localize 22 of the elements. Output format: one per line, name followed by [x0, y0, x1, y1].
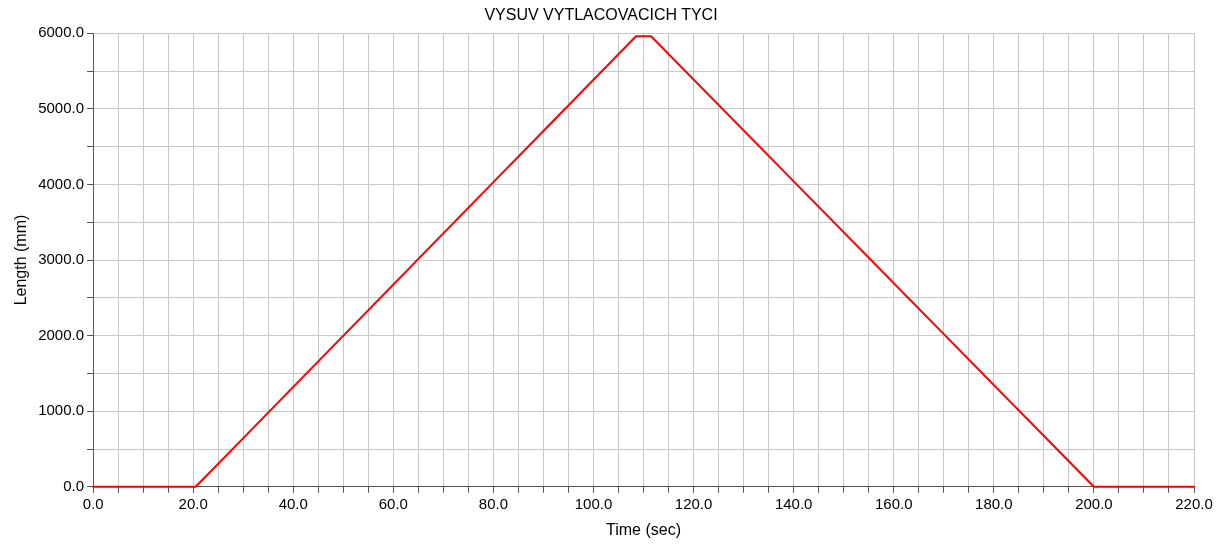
- y-tick-label: 6000.0: [38, 23, 85, 41]
- x-tick-label: 220.0: [1175, 494, 1213, 512]
- x-tick-label: 40.0: [278, 494, 308, 512]
- chart-title: VYSUV VYTLACOVACICH TYCI: [484, 6, 718, 24]
- x-tick-label: 80.0: [478, 494, 509, 512]
- x-tick-label: 100.0: [574, 494, 613, 512]
- y-tick-label: 0.0: [63, 476, 85, 494]
- x-axis-title: Time (sec): [606, 520, 682, 538]
- x-tick-label: 200.0: [1075, 494, 1113, 512]
- x-tick-label: 20.0: [178, 494, 208, 512]
- y-tick-label: 1000.0: [38, 401, 85, 419]
- y-axis-title: Length (mm): [12, 214, 30, 306]
- x-tick-label: 140.0: [774, 494, 813, 512]
- x-tick-label: 60.0: [378, 494, 408, 512]
- y-tick-label: 3000.0: [38, 250, 85, 268]
- y-tick-label: 2000.0: [38, 325, 85, 343]
- x-tick-label: 160.0: [874, 494, 913, 512]
- x-tick-label: 180.0: [975, 494, 1013, 512]
- x-tick-label: 0.0: [82, 494, 104, 512]
- x-tick-label: 120.0: [674, 494, 713, 512]
- y-tick-label: 5000.0: [38, 98, 85, 116]
- y-tick-label: 4000.0: [38, 174, 85, 192]
